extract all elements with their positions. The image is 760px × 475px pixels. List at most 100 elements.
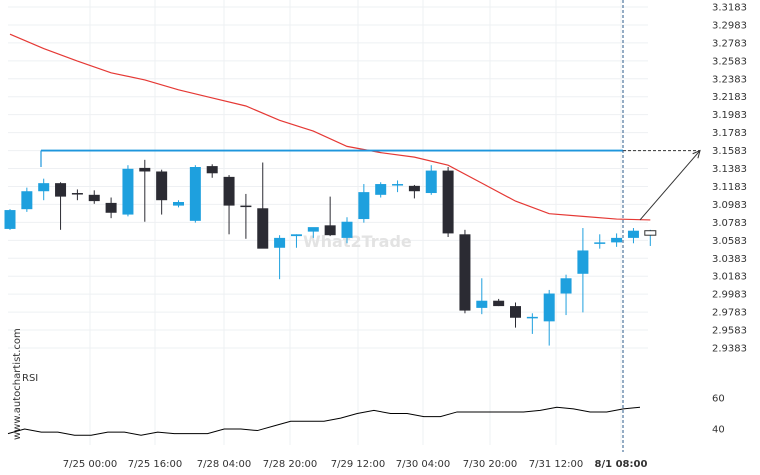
rsi-tick-label: 60 (712, 394, 725, 405)
candle (459, 229, 471, 314)
time-tick-label: 7/30 04:00 (396, 459, 450, 470)
candle-body (189, 167, 201, 221)
candle (71, 189, 83, 201)
candle (156, 169, 168, 215)
candle (38, 178, 50, 201)
side-watermark: www.autochartist.com (12, 328, 23, 440)
candle-body (139, 167, 151, 172)
candle (627, 228, 639, 244)
candle-body (543, 293, 555, 322)
candle-body (611, 237, 623, 243)
price-tick-label: 2.9383 (712, 344, 747, 355)
candle (240, 193, 252, 239)
candle-body (257, 208, 269, 249)
price-tick-label: 3.3183 (712, 3, 747, 14)
candle-body (38, 183, 50, 192)
candle (324, 196, 336, 237)
price-tick-label: 3.1383 (712, 164, 747, 175)
moving-average-path (9, 33, 651, 221)
candle-body (324, 225, 336, 236)
candle (358, 184, 370, 223)
candle (139, 159, 151, 222)
price-tick-label: 2.9983 (712, 290, 747, 301)
candle (307, 227, 319, 238)
time-tick-label: 7/30 20:00 (463, 459, 517, 470)
price-tick-label: 3.2383 (712, 74, 747, 85)
candle-body (223, 176, 235, 206)
candle-body (476, 300, 488, 308)
time-tick-label: 7/25 00:00 (63, 459, 117, 470)
candle (392, 180, 404, 193)
candle (644, 229, 657, 246)
price-axis: 3.3183 3.2983 3.2783 3.2583 3.2383 3.2183 3.19… (712, 3, 747, 355)
candle-body (358, 192, 370, 220)
candle (290, 234, 302, 248)
candle (425, 165, 437, 195)
candles (4, 159, 657, 346)
projection-arrowhead (692, 149, 701, 159)
price-tick-label: 3.1583 (712, 146, 747, 157)
price-tick-label: 3.2583 (712, 56, 747, 67)
grid (8, 0, 648, 445)
time-tick-label: 7/31 12:00 (529, 459, 583, 470)
candle (577, 228, 589, 313)
candle-body (88, 194, 100, 202)
candle (493, 298, 505, 307)
price-tick-label: 3.2183 (712, 92, 747, 103)
price-tick-label: 3.0783 (712, 218, 747, 229)
price-tick-label: 3.1783 (712, 128, 747, 139)
candle-body (493, 300, 505, 307)
candle-body (122, 168, 134, 215)
candle (122, 165, 134, 217)
candle-body (560, 278, 572, 294)
candle-body (4, 210, 16, 229)
candle (257, 162, 269, 249)
candle (611, 233, 623, 247)
candle-body (510, 306, 521, 318)
candle (173, 200, 184, 208)
price-tick-label: 3.2983 (712, 20, 747, 31)
candle-body (156, 171, 168, 201)
candle-body (55, 183, 67, 197)
candle-body (526, 316, 538, 319)
rsi-label: RSI (22, 373, 38, 384)
candle (223, 175, 235, 235)
candle (442, 167, 454, 237)
candle (375, 182, 387, 198)
candle-body (206, 166, 218, 174)
candle-body (627, 230, 639, 238)
price-tick-label: 3.0383 (712, 254, 747, 265)
resistance-line (40, 149, 700, 168)
candle (594, 234, 606, 249)
time-tick-label: 8/1 08:00 (595, 459, 648, 470)
candle (105, 197, 117, 219)
candle (55, 182, 67, 230)
candle-body (594, 242, 606, 244)
candle-body (341, 221, 353, 238)
candle-body (274, 237, 286, 248)
watermark: What2Trade (303, 232, 412, 251)
candle (88, 190, 100, 204)
candle-body (173, 201, 184, 206)
rsi-tick-label: 40 (712, 425, 725, 436)
candle (476, 278, 488, 315)
candle-body (577, 250, 589, 274)
candle (21, 187, 33, 212)
rsi-line (7, 406, 641, 436)
price-tick-label: 3.1183 (712, 182, 747, 193)
candle (543, 289, 555, 346)
price-tick-label: 2.9583 (712, 326, 747, 337)
time-tick-label: 7/29 12:00 (331, 459, 385, 470)
candle (274, 235, 286, 280)
candle (560, 274, 572, 316)
candle-body (442, 170, 454, 234)
price-tick-label: 3.0983 (712, 200, 747, 211)
price-tick-label: 3.0183 (712, 272, 747, 283)
rsi-panel: 60 40 (7, 394, 725, 436)
candle-body (459, 234, 471, 311)
projection-line (639, 150, 701, 221)
candle (4, 209, 16, 230)
candle-body (307, 227, 319, 232)
projection-arrow (639, 149, 701, 221)
candle (526, 313, 538, 334)
